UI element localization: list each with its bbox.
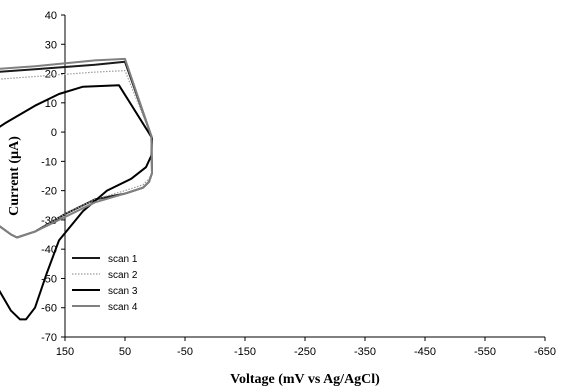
- y-axis-title: Current (µA): [7, 136, 22, 216]
- y-tick-label: 30: [45, 39, 57, 51]
- x-tick-label: 50: [119, 346, 131, 358]
- x-tick-label: -150: [234, 346, 256, 358]
- legend: scan 1 scan 2 scan 3 scan 4: [72, 254, 138, 313]
- series-line-2: [0, 69, 153, 239]
- legend-label-1: scan 1: [108, 254, 138, 265]
- x-axis-title: Voltage (mV vs Ag/AgCl): [230, 372, 380, 387]
- x-tick-label: -550: [474, 346, 496, 358]
- series-layer: [0, 57, 153, 321]
- series-line-4: [0, 57, 153, 239]
- legend-label-4: scan 4: [108, 302, 138, 313]
- y-tick-label: -10: [41, 156, 57, 168]
- y-tick-label: -70: [41, 332, 57, 344]
- y-tick-label: 10: [45, 98, 57, 110]
- legend-label-3: scan 3: [108, 286, 138, 297]
- x-tick-label: -650: [534, 346, 556, 358]
- x-tick-label: -50: [177, 346, 193, 358]
- y-tick-label: -40: [41, 244, 57, 256]
- x-axis-ticks: 150 50 -50 -150 -250 -350 -450 -550 -650: [56, 337, 556, 358]
- y-tick-label: -60: [41, 303, 57, 315]
- x-tick-label: 150: [56, 346, 74, 358]
- x-tick-label: -350: [354, 346, 376, 358]
- series-line-3: [0, 84, 153, 321]
- y-tick-label: 40: [45, 10, 57, 22]
- y-tick-label: 0: [51, 127, 57, 139]
- y-tick-label: -20: [41, 186, 57, 198]
- x-tick-label: -450: [414, 346, 436, 358]
- legend-label-2: scan 2: [108, 270, 138, 281]
- y-tick-label: 20: [45, 69, 57, 81]
- x-tick-label: -250: [294, 346, 316, 358]
